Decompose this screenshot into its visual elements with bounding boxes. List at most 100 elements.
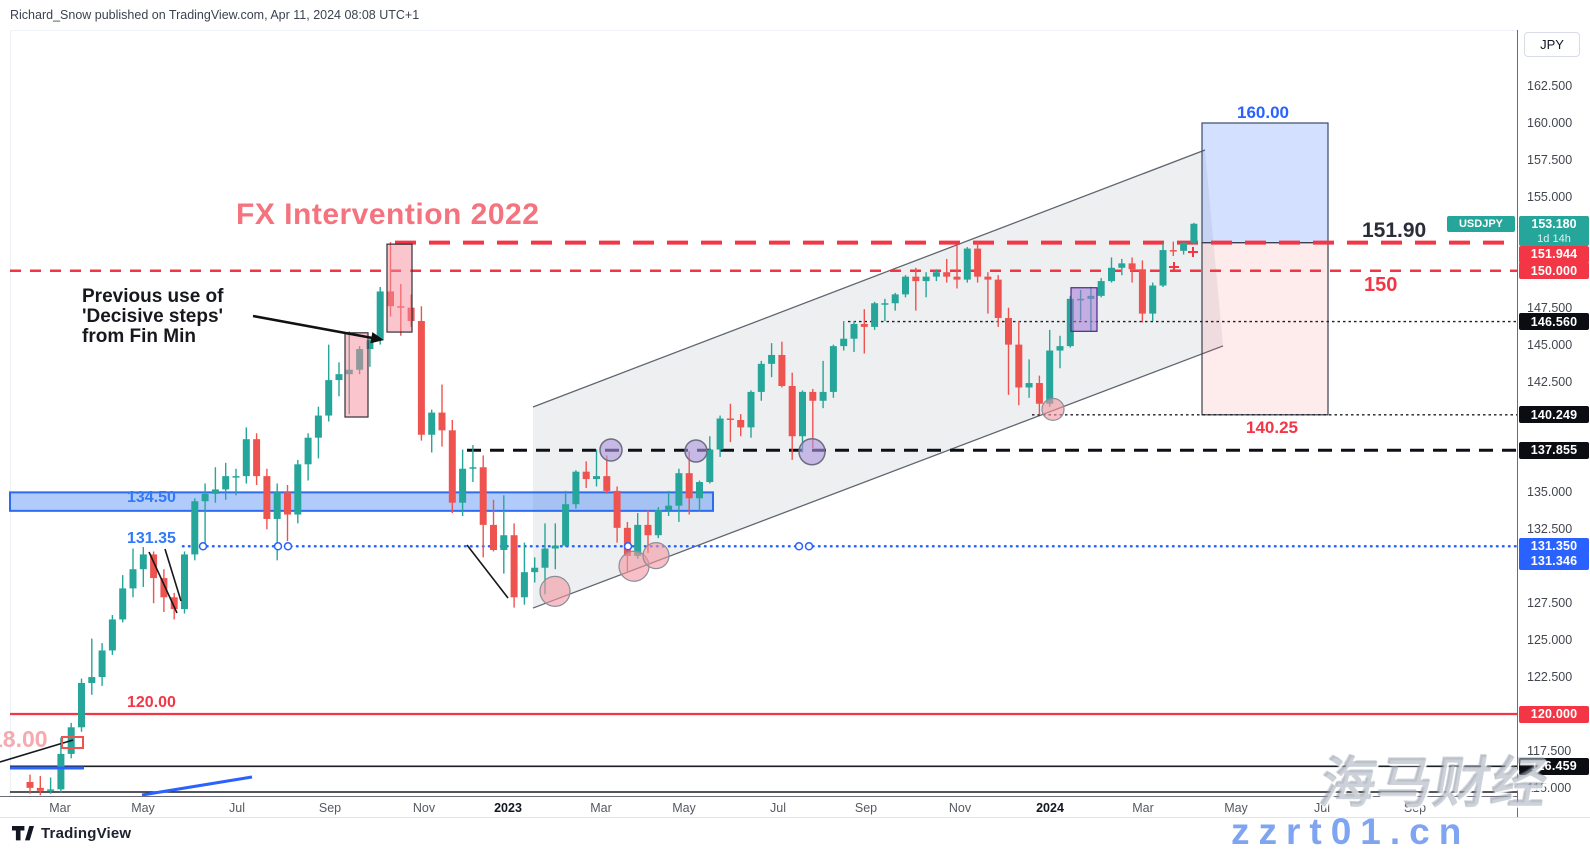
price-tick: 155.000 bbox=[1527, 189, 1573, 204]
candle bbox=[160, 578, 168, 598]
candle bbox=[932, 272, 940, 277]
price-axis[interactable] bbox=[1517, 30, 1590, 817]
price-tick: 162.500 bbox=[1527, 79, 1573, 94]
candle bbox=[325, 380, 333, 416]
candle bbox=[706, 449, 714, 483]
candle bbox=[1118, 263, 1126, 268]
price-tick: 147.500 bbox=[1527, 300, 1573, 315]
highlight-box[interactable] bbox=[386, 243, 413, 333]
purple-event-circle[interactable] bbox=[684, 439, 708, 463]
candle bbox=[737, 419, 745, 428]
candle bbox=[1025, 383, 1033, 388]
candle bbox=[593, 476, 600, 480]
purple-event-circle[interactable] bbox=[798, 437, 826, 466]
time-tick-2023: 2023 bbox=[494, 801, 522, 815]
candle bbox=[634, 524, 642, 556]
time-axis[interactable] bbox=[0, 796, 1590, 818]
support-band-label: 134.50 bbox=[127, 489, 176, 506]
candle bbox=[562, 504, 570, 546]
candle bbox=[47, 789, 55, 791]
price-level-badge-150.000: 150.000 bbox=[1519, 262, 1589, 280]
pink-event-circle[interactable] bbox=[539, 575, 571, 607]
candle bbox=[376, 291, 384, 341]
candle bbox=[273, 492, 281, 519]
candle bbox=[469, 467, 477, 469]
downside-target-label: 140.25 bbox=[1246, 418, 1298, 437]
purple-event-circle[interactable] bbox=[599, 438, 623, 462]
time-tick-2024: 2024 bbox=[1036, 801, 1064, 815]
decisive-steps-line2: 'Decisive steps' bbox=[82, 306, 224, 327]
clipped-118-label: 18.00 bbox=[0, 726, 48, 752]
candle bbox=[1035, 383, 1043, 404]
highlight-box[interactable] bbox=[344, 332, 369, 418]
candle bbox=[840, 338, 848, 347]
price-level-badge-131.346: 131.346 bbox=[1519, 552, 1589, 570]
candle bbox=[871, 303, 879, 327]
currency-toggle-button[interactable]: JPY bbox=[1524, 32, 1580, 57]
candle bbox=[1005, 318, 1012, 345]
candle bbox=[139, 554, 147, 570]
candle bbox=[757, 363, 765, 392]
candle bbox=[57, 753, 65, 790]
support-band-134-50[interactable] bbox=[9, 491, 714, 512]
candle bbox=[1149, 285, 1157, 314]
current-price-badge: 153.180 1d 14h bbox=[1519, 215, 1589, 246]
candle bbox=[603, 476, 611, 491]
resistance-level-label: 151.90 bbox=[1362, 219, 1427, 242]
time-tick-Sep: Sep bbox=[318, 801, 342, 815]
candle bbox=[902, 276, 909, 295]
candle bbox=[943, 272, 951, 277]
highlight-box[interactable] bbox=[1070, 287, 1098, 332]
rising-channel[interactable] bbox=[533, 150, 1223, 609]
candle bbox=[211, 489, 219, 494]
tradingview-brand-text: TradingView bbox=[41, 825, 132, 842]
candle bbox=[974, 248, 982, 277]
candle bbox=[36, 787, 44, 791]
candle bbox=[685, 473, 693, 499]
price-tick: 142.500 bbox=[1527, 374, 1573, 389]
fx-intervention-label: FX Intervention 2022 bbox=[236, 198, 540, 231]
decisive-steps-line3: from Fin Min bbox=[82, 326, 196, 347]
time-tick-Jul: Jul bbox=[770, 801, 786, 815]
candle bbox=[253, 439, 261, 477]
candle bbox=[479, 467, 487, 525]
pink-event-circle[interactable] bbox=[1041, 397, 1065, 421]
price-level-badge-137.855: 137.855 bbox=[1519, 441, 1589, 459]
price-tick: 145.000 bbox=[1527, 337, 1573, 352]
candle bbox=[819, 391, 827, 401]
candle bbox=[654, 510, 662, 536]
candle bbox=[829, 346, 837, 392]
candle bbox=[88, 677, 96, 683]
candle bbox=[510, 535, 518, 598]
upside-projection-box[interactable] bbox=[1201, 122, 1329, 244]
watermark-cjk: 海马财经 bbox=[1315, 751, 1555, 815]
candle bbox=[788, 385, 796, 437]
time-tick-Jul: Jul bbox=[1314, 801, 1330, 815]
downside-projection-box[interactable] bbox=[1201, 242, 1329, 416]
candle bbox=[417, 320, 425, 435]
pink-event-circle[interactable] bbox=[642, 542, 670, 570]
price-level-badge-140.249: 140.249 bbox=[1519, 406, 1589, 424]
candle bbox=[665, 505, 673, 511]
candle bbox=[716, 418, 724, 450]
tradingview-logo-link[interactable]: TradingView bbox=[12, 825, 131, 842]
psych-level-150-label: 150 bbox=[1364, 274, 1398, 296]
candle bbox=[170, 597, 178, 610]
candle bbox=[912, 276, 920, 282]
watermark-url: zzrt01.cn bbox=[1231, 811, 1471, 852]
candle bbox=[1180, 242, 1188, 251]
price-tick: 157.500 bbox=[1527, 152, 1573, 167]
candle bbox=[98, 650, 106, 678]
price-tick: 127.500 bbox=[1527, 596, 1573, 611]
candle bbox=[1128, 263, 1136, 270]
candle bbox=[726, 418, 734, 420]
candle bbox=[1190, 223, 1198, 243]
symbol-price-label: USDJPY bbox=[1447, 216, 1515, 232]
candle bbox=[1046, 350, 1054, 404]
decisive-steps-note: Previous use of 'Decisive steps' from Fi… bbox=[82, 287, 224, 347]
candle bbox=[1138, 269, 1146, 314]
candle bbox=[1015, 344, 1023, 388]
time-tick-Mar: Mar bbox=[590, 801, 612, 815]
candle bbox=[994, 279, 1002, 319]
